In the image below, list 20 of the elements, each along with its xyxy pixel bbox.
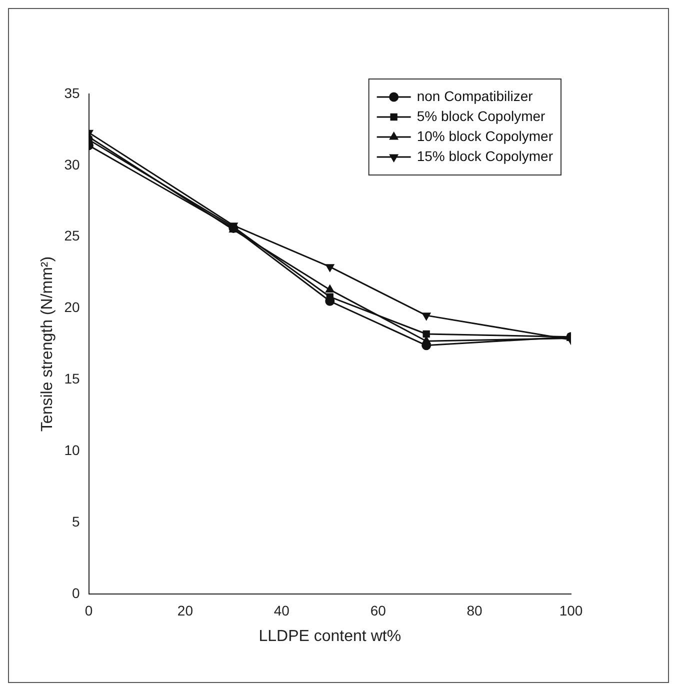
x-tick-label: 60 [370, 602, 386, 618]
x-tick-label: 80 [466, 602, 483, 618]
legend-label: 5% block Copolymer [416, 108, 546, 124]
x-tick-label: 100 [559, 602, 583, 618]
x-axis-title: LLDPE content wt% [258, 628, 402, 645]
y-tick-label: 15 [64, 370, 80, 387]
y-axis-title: Tensile strength (N/mm²) [39, 256, 56, 432]
legend-label: non Compatibilizer [416, 88, 534, 104]
y-tick-label: 5 [72, 513, 80, 530]
y-tick-label: 35 [64, 84, 80, 101]
y-tick-label: 0 [72, 584, 80, 601]
y-tick-label: 20 [64, 299, 80, 316]
x-tick-label: 40 [274, 602, 290, 618]
x-tick-label: 0 [84, 602, 93, 618]
legend-label: 10% block Copolymer [416, 128, 554, 144]
legend-label: 15% block Copolymer [416, 148, 554, 164]
y-tick-label: 10 [64, 442, 80, 458]
x-tick-label: 20 [177, 602, 194, 618]
y-tick-label: 25 [64, 228, 80, 244]
y-tick-label: 30 [64, 156, 80, 172]
